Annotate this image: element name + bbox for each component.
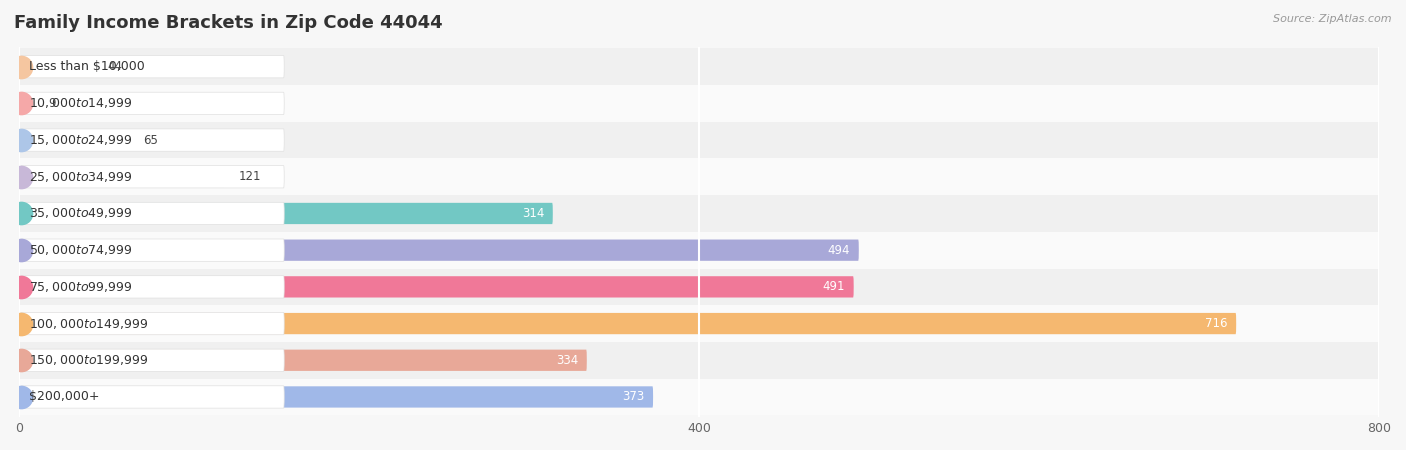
Text: Source: ZipAtlas.com: Source: ZipAtlas.com — [1274, 14, 1392, 23]
Text: 314: 314 — [522, 207, 544, 220]
Text: 494: 494 — [828, 243, 851, 256]
Text: $15,000 to $24,999: $15,000 to $24,999 — [28, 133, 132, 147]
Bar — [20, 378, 1379, 415]
Text: 491: 491 — [823, 280, 845, 293]
Text: $150,000 to $199,999: $150,000 to $199,999 — [28, 353, 148, 367]
Text: 121: 121 — [238, 170, 260, 183]
FancyBboxPatch shape — [21, 276, 284, 298]
Bar — [20, 269, 1379, 305]
FancyBboxPatch shape — [21, 312, 284, 335]
FancyBboxPatch shape — [20, 350, 586, 371]
FancyBboxPatch shape — [21, 55, 284, 78]
FancyBboxPatch shape — [21, 386, 284, 408]
Text: $100,000 to $149,999: $100,000 to $149,999 — [28, 316, 148, 331]
Bar — [20, 122, 1379, 158]
Text: $75,000 to $99,999: $75,000 to $99,999 — [28, 280, 132, 294]
Text: $10,000 to $14,999: $10,000 to $14,999 — [28, 96, 132, 110]
Text: 9: 9 — [48, 97, 55, 110]
Bar — [20, 305, 1379, 342]
Text: 65: 65 — [143, 134, 157, 147]
Bar — [20, 232, 1379, 269]
Text: 716: 716 — [1205, 317, 1227, 330]
Text: $200,000+: $200,000+ — [28, 391, 98, 404]
Text: 44: 44 — [107, 60, 122, 73]
Text: $25,000 to $34,999: $25,000 to $34,999 — [28, 170, 132, 184]
Bar — [20, 158, 1379, 195]
FancyBboxPatch shape — [20, 203, 553, 224]
FancyBboxPatch shape — [20, 166, 225, 187]
Bar — [20, 342, 1379, 378]
Text: $35,000 to $49,999: $35,000 to $49,999 — [28, 207, 132, 220]
Text: 334: 334 — [555, 354, 578, 367]
FancyBboxPatch shape — [21, 92, 284, 115]
FancyBboxPatch shape — [21, 239, 284, 261]
Text: $50,000 to $74,999: $50,000 to $74,999 — [28, 243, 132, 257]
Text: 373: 373 — [623, 391, 644, 404]
Bar — [20, 195, 1379, 232]
Bar — [20, 48, 1379, 85]
FancyBboxPatch shape — [20, 386, 654, 408]
FancyBboxPatch shape — [21, 202, 284, 225]
FancyBboxPatch shape — [20, 93, 34, 114]
FancyBboxPatch shape — [20, 56, 94, 77]
Text: Less than $10,000: Less than $10,000 — [28, 60, 145, 73]
FancyBboxPatch shape — [20, 239, 859, 261]
FancyBboxPatch shape — [21, 129, 284, 151]
FancyBboxPatch shape — [20, 313, 1236, 334]
FancyBboxPatch shape — [20, 276, 853, 297]
Text: Family Income Brackets in Zip Code 44044: Family Income Brackets in Zip Code 44044 — [14, 14, 443, 32]
FancyBboxPatch shape — [21, 349, 284, 371]
Bar — [20, 85, 1379, 122]
FancyBboxPatch shape — [21, 166, 284, 188]
FancyBboxPatch shape — [20, 130, 129, 151]
